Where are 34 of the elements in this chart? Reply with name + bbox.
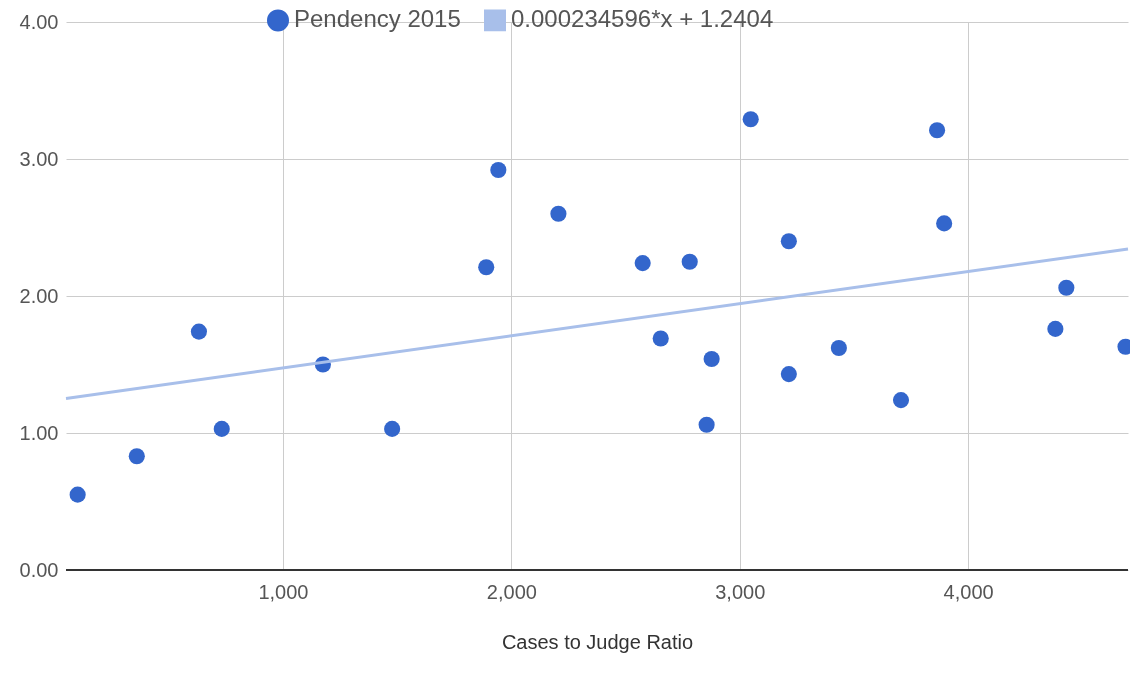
point [742, 111, 759, 128]
point [478, 259, 495, 276]
point [550, 205, 567, 222]
y-tick-label: 0.00 [19, 558, 59, 581]
legend-label: 0.000234596*x + 1.2404 [511, 5, 774, 33]
point [698, 416, 715, 433]
x-tick-label: 1,000 [258, 580, 309, 603]
point [1047, 320, 1064, 337]
point [190, 323, 207, 340]
y-tick-label: 2.00 [19, 284, 59, 307]
y-tick-label: 1.00 [19, 421, 59, 444]
point [892, 392, 910, 409]
point [69, 486, 86, 503]
point [213, 420, 230, 437]
legend-label: Pendency 2015 [294, 5, 461, 33]
point [780, 233, 797, 250]
point [384, 420, 401, 437]
point [1058, 279, 1075, 296]
point [780, 366, 797, 383]
x-tick-label: 4,000 [943, 580, 994, 603]
point [703, 350, 720, 368]
point [929, 122, 946, 139]
point [490, 161, 507, 179]
point [634, 255, 651, 272]
point [652, 330, 669, 347]
y-tick-label: 3.00 [19, 147, 59, 170]
point [128, 448, 145, 465]
x-tick-label: 3,000 [715, 580, 766, 603]
x-axis-title: Cases to Judge Ratio [501, 630, 694, 653]
point [936, 215, 953, 232]
point [681, 253, 698, 270]
x-tick-label: 2,000 [486, 580, 537, 603]
y-tick-label: 4.00 [19, 10, 59, 33]
point [830, 340, 847, 357]
